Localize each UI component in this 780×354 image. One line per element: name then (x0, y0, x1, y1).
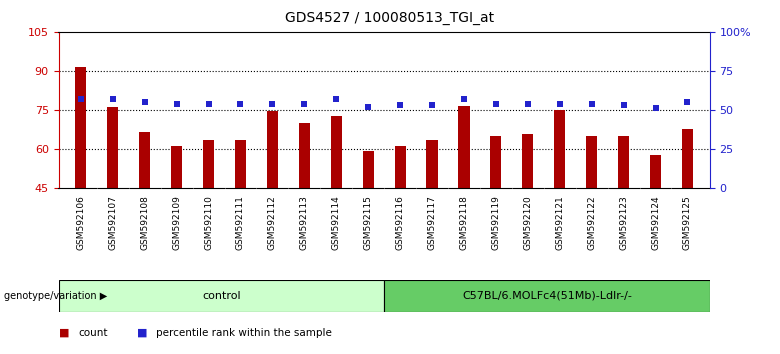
Bar (203, 139, 215, 188)
Text: GSM592124: GSM592124 (651, 195, 660, 250)
Bar (682, 129, 693, 188)
Text: GSM592115: GSM592115 (363, 195, 373, 250)
Bar (650, 155, 661, 188)
Text: GSM592120: GSM592120 (523, 195, 532, 250)
Text: control: control (202, 291, 241, 301)
Text: GSM592112: GSM592112 (268, 195, 277, 250)
Bar (427, 139, 438, 188)
Text: GSM592117: GSM592117 (427, 195, 437, 250)
Text: GSM592108: GSM592108 (140, 195, 149, 250)
Point (107, 96, 119, 102)
Text: GSM592110: GSM592110 (204, 195, 213, 250)
Text: genotype/variation ▶: genotype/variation ▶ (4, 291, 107, 301)
Point (458, 96, 470, 102)
Text: GSM592107: GSM592107 (108, 195, 117, 250)
Text: GSM592121: GSM592121 (555, 195, 564, 250)
Point (522, 101, 534, 106)
Bar (385, 280, 710, 312)
Text: ■: ■ (136, 328, 147, 338)
Text: GSM592106: GSM592106 (76, 195, 85, 250)
Bar (618, 136, 629, 188)
Point (202, 101, 215, 106)
Text: GSM592113: GSM592113 (300, 195, 309, 250)
Bar (235, 139, 246, 188)
Point (170, 101, 183, 106)
Bar (75, 67, 87, 188)
Text: GSM592123: GSM592123 (619, 195, 628, 250)
Point (394, 102, 406, 108)
Text: C57BL/6.MOLFc4(51Mb)-Ldlr-/-: C57BL/6.MOLFc4(51Mb)-Ldlr-/- (462, 291, 632, 301)
Text: GDS4527 / 100080513_TGI_at: GDS4527 / 100080513_TGI_at (285, 11, 495, 25)
Text: GSM592122: GSM592122 (587, 195, 596, 250)
Bar (395, 146, 406, 188)
Text: GSM592111: GSM592111 (236, 195, 245, 250)
Bar (139, 132, 151, 188)
Point (649, 105, 661, 111)
Point (330, 96, 342, 102)
Bar (299, 123, 310, 188)
Text: GSM592118: GSM592118 (459, 195, 469, 250)
Point (362, 104, 374, 109)
Bar (363, 151, 374, 188)
Point (586, 101, 598, 106)
Text: GSM592114: GSM592114 (332, 195, 341, 250)
Bar (171, 146, 183, 188)
Text: GSM592116: GSM592116 (395, 195, 405, 250)
Bar (58, 280, 385, 312)
Point (75, 96, 87, 102)
Point (681, 99, 693, 105)
Text: GSM592109: GSM592109 (172, 195, 181, 250)
Point (426, 102, 438, 108)
Bar (586, 136, 597, 188)
Point (554, 101, 566, 106)
Text: GSM592119: GSM592119 (491, 195, 501, 250)
Text: percentile rank within the sample: percentile rank within the sample (156, 328, 332, 338)
Bar (331, 116, 342, 188)
Point (617, 102, 629, 108)
Text: ■: ■ (58, 328, 69, 338)
Bar (459, 106, 470, 188)
Point (234, 101, 246, 106)
Point (139, 99, 151, 105)
Text: count: count (78, 328, 108, 338)
Bar (554, 110, 566, 188)
Text: GSM592125: GSM592125 (683, 195, 692, 250)
Point (490, 101, 502, 106)
Bar (267, 111, 278, 188)
Bar (491, 136, 502, 188)
Bar (107, 107, 119, 188)
Point (298, 101, 310, 106)
Point (266, 101, 278, 106)
Bar (523, 135, 534, 188)
